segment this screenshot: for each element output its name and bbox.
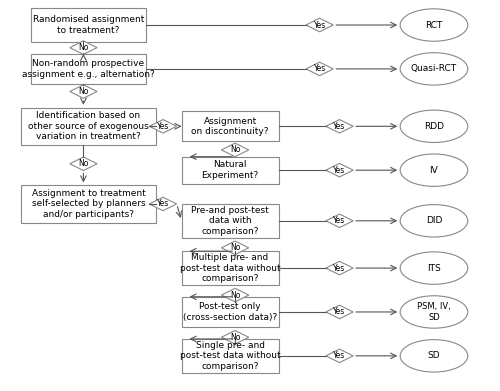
Text: Post-test only
(cross-section data)?: Post-test only (cross-section data)? — [183, 302, 277, 322]
Text: No: No — [230, 145, 240, 154]
Text: PSM, IV,
SD: PSM, IV, SD — [417, 302, 451, 322]
FancyBboxPatch shape — [31, 54, 146, 84]
Polygon shape — [70, 41, 97, 54]
Text: Yes: Yes — [334, 166, 345, 175]
Text: Quasi-RCT: Quasi-RCT — [411, 65, 457, 74]
Polygon shape — [222, 288, 249, 302]
Ellipse shape — [400, 204, 468, 237]
FancyBboxPatch shape — [182, 157, 278, 184]
Polygon shape — [306, 18, 334, 32]
Text: No: No — [230, 333, 240, 342]
Polygon shape — [70, 85, 97, 98]
Text: Assignment
on discontinuity?: Assignment on discontinuity? — [192, 117, 269, 136]
FancyBboxPatch shape — [182, 204, 278, 238]
Text: SD: SD — [428, 352, 440, 361]
Text: Pre-and post-test
data with
comparison?: Pre-and post-test data with comparison? — [191, 206, 269, 236]
Polygon shape — [326, 214, 353, 228]
Polygon shape — [222, 241, 249, 255]
Text: Yes: Yes — [334, 264, 345, 273]
Ellipse shape — [400, 110, 468, 142]
FancyBboxPatch shape — [31, 8, 146, 42]
Text: Yes: Yes — [157, 199, 169, 208]
Polygon shape — [326, 305, 353, 319]
Polygon shape — [306, 62, 334, 75]
Text: Yes: Yes — [334, 352, 345, 361]
Ellipse shape — [400, 53, 468, 85]
Text: Yes: Yes — [314, 20, 326, 29]
Ellipse shape — [400, 9, 468, 41]
Text: Non-random prospective
assignment e.g., alternation?: Non-random prospective assignment e.g., … — [22, 59, 155, 79]
Polygon shape — [326, 120, 353, 133]
Polygon shape — [326, 261, 353, 275]
FancyBboxPatch shape — [182, 339, 278, 373]
Text: Natural
Experiment?: Natural Experiment? — [202, 160, 258, 180]
Text: Yes: Yes — [334, 216, 345, 225]
Text: Single pre- and
post-test data without
comparison?: Single pre- and post-test data without c… — [180, 341, 280, 371]
Text: No: No — [230, 291, 240, 300]
Text: IV: IV — [430, 166, 438, 175]
Text: Yes: Yes — [334, 307, 345, 316]
Text: Yes: Yes — [334, 122, 345, 131]
FancyBboxPatch shape — [182, 297, 278, 327]
Polygon shape — [222, 330, 249, 344]
Ellipse shape — [400, 252, 468, 284]
Text: Yes: Yes — [314, 65, 326, 74]
Text: Multiple pre- and
post-test data without
comparison?: Multiple pre- and post-test data without… — [180, 253, 280, 283]
Text: Yes: Yes — [157, 122, 169, 131]
Polygon shape — [150, 120, 176, 133]
Text: DID: DID — [426, 216, 442, 225]
Text: RDD: RDD — [424, 122, 444, 131]
Polygon shape — [150, 197, 176, 211]
Text: No: No — [230, 243, 240, 252]
FancyBboxPatch shape — [182, 111, 278, 142]
FancyBboxPatch shape — [22, 185, 156, 222]
Polygon shape — [326, 163, 353, 177]
Text: Randomised assignment
to treatment?: Randomised assignment to treatment? — [32, 15, 144, 35]
Text: RCT: RCT — [426, 20, 442, 29]
Ellipse shape — [400, 296, 468, 328]
Text: Assignment to treatment
self-selected by planners
and/or participants?: Assignment to treatment self-selected by… — [32, 189, 146, 219]
Text: ITS: ITS — [427, 264, 441, 273]
Ellipse shape — [400, 154, 468, 187]
Text: No: No — [78, 87, 88, 96]
Text: No: No — [78, 43, 88, 52]
Polygon shape — [222, 143, 249, 157]
FancyBboxPatch shape — [22, 108, 156, 145]
Text: No: No — [78, 159, 88, 168]
Polygon shape — [70, 157, 97, 170]
Text: Identification based on
other source of exogenous
variation in treatment?: Identification based on other source of … — [28, 111, 149, 141]
Polygon shape — [326, 349, 353, 362]
Ellipse shape — [400, 340, 468, 372]
FancyBboxPatch shape — [182, 251, 278, 285]
